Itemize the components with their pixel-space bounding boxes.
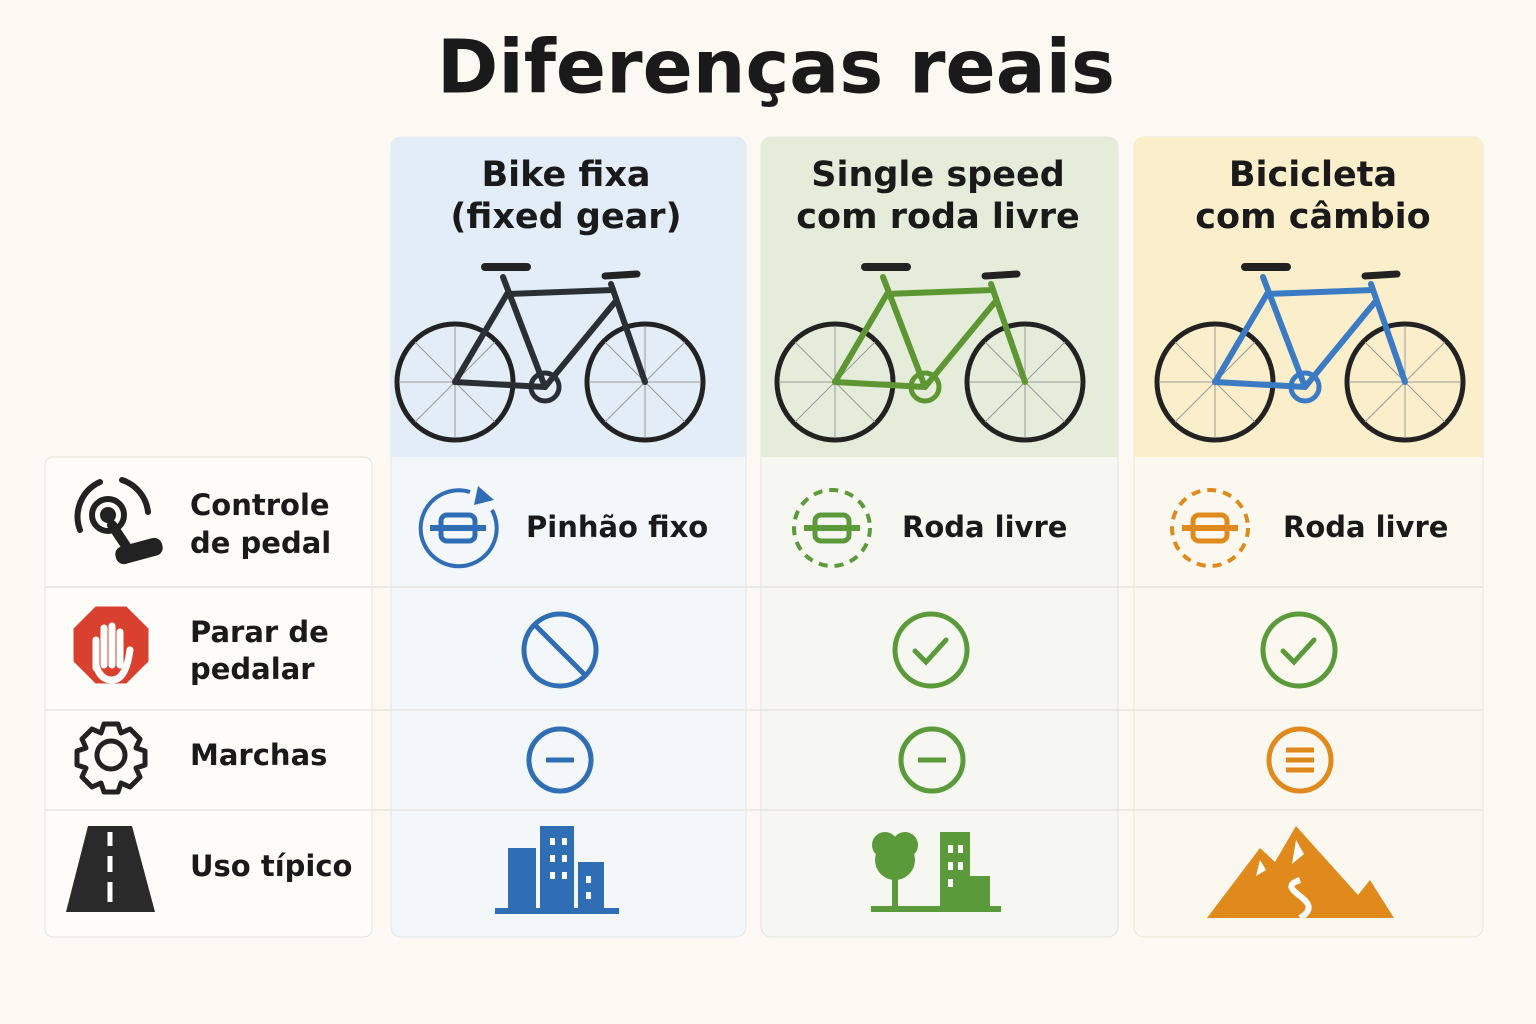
check-icon xyxy=(1260,611,1338,689)
minus-icon xyxy=(898,726,966,794)
cell-text: Roda livre xyxy=(902,510,1067,544)
no-icon xyxy=(521,611,599,689)
city-icon xyxy=(495,826,619,914)
road-icon xyxy=(66,826,155,912)
row-label: de pedal xyxy=(190,526,331,560)
column-header xyxy=(761,137,1118,457)
town-icon xyxy=(871,832,1001,912)
column-title: com câmbio xyxy=(1195,197,1430,237)
column-header xyxy=(391,137,746,457)
row-label: pedalar xyxy=(190,652,315,686)
check-icon xyxy=(892,611,970,689)
column-title: Single speed xyxy=(811,155,1065,195)
freewheel-icon xyxy=(1170,488,1250,568)
row-label: Marchas xyxy=(190,738,327,772)
row-label: Uso típico xyxy=(190,849,352,883)
many-gears-icon xyxy=(1266,726,1334,794)
row-label: Controle xyxy=(190,488,330,522)
row-label: Parar de xyxy=(190,615,329,649)
pedal-icon xyxy=(74,477,163,565)
row-dividers xyxy=(45,586,1483,811)
column-title: com roda livre xyxy=(796,197,1079,237)
label-box xyxy=(44,456,373,938)
title: Diferenças reais xyxy=(437,25,1115,111)
column-title: (fixed gear) xyxy=(450,197,681,237)
stop-icon xyxy=(70,603,152,687)
freewheel-icon xyxy=(792,488,872,568)
gear-icon xyxy=(74,721,148,795)
column-title: Bicicleta xyxy=(1229,155,1397,195)
fixed-gear-icon xyxy=(418,486,499,569)
column-title: Bike fixa xyxy=(481,155,650,195)
cell-text: Pinhão fixo xyxy=(526,510,708,544)
cell-text: Roda livre xyxy=(1283,510,1448,544)
minus-icon xyxy=(526,726,594,794)
mountain-icon xyxy=(1207,826,1394,921)
